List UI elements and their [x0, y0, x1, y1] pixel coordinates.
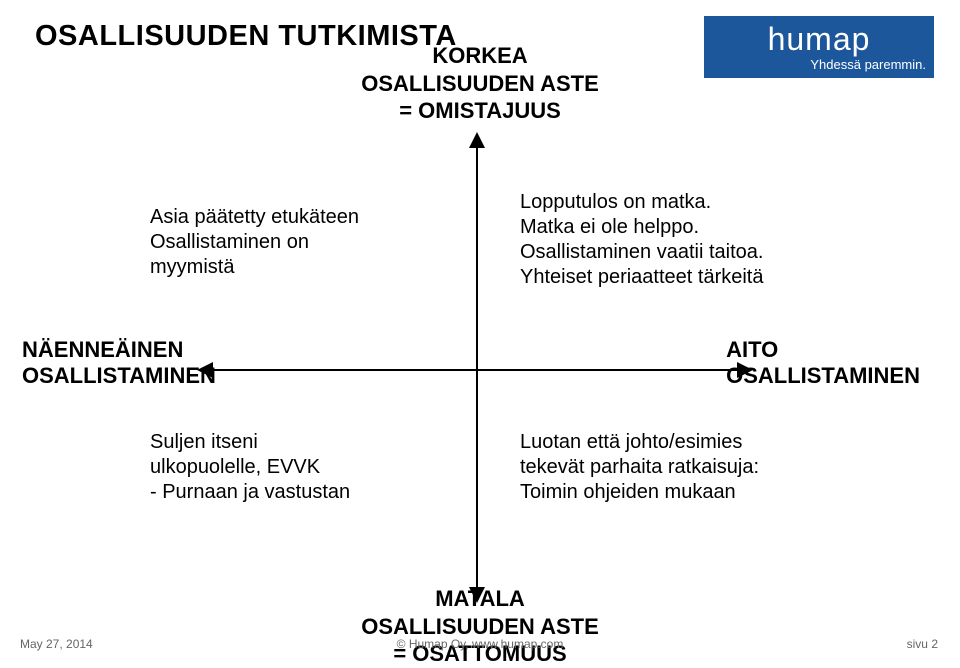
quadrant-bottom-left: Suljen itseni ulkopuolelle, EVVK - Purna…: [150, 430, 450, 505]
slide: OSALLISUUDEN TUTKIMISTA humap Yhdessä pa…: [0, 0, 960, 657]
axis-bottom-label: MATALA OSALLISUUDEN ASTE = OSATTOMUUS: [0, 585, 960, 668]
quadrant-bottom-right: Luotan että johto/esimies tekevät parhai…: [520, 430, 880, 505]
axis-top-label: KORKEA OSALLISUUDEN ASTE = OMISTAJUUS: [0, 42, 960, 125]
axis-left-label: NÄENNEÄINEN OSALLISTAMINEN: [22, 337, 216, 390]
quadrant-top-right: Lopputulos on matka. Matka ei ole helppo…: [520, 190, 880, 290]
axis-right-label: AITO OSALLISTAMINEN: [726, 337, 920, 390]
footer-page: sivu 2: [907, 637, 938, 651]
quadrant-top-left: Asia päätetty etukäteen Osallistaminen o…: [150, 205, 430, 280]
footer-copyright: © Humap Oy, www.humap.com: [0, 637, 960, 651]
